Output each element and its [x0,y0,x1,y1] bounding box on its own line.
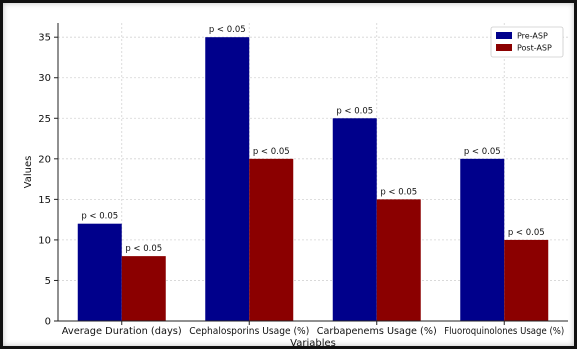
bar-annotation: p < 0.05 [253,147,290,157]
bars [77,37,549,322]
x-tick-label: Cephalosporins Usage (%) [189,326,309,337]
bar-pre-asp-3 [332,118,377,322]
legend: Pre-ASP Post-ASP [490,26,564,58]
y-tick-label: 20 [38,154,51,165]
bar-annotation: p < 0.05 [380,187,417,197]
y-tick-label: 25 [38,114,51,125]
y-axis-label: Values [23,156,34,189]
y-tick-label: 35 [38,33,51,44]
bar-post-asp-4 [504,239,549,321]
legend-label: Pre-ASP [517,32,548,41]
bar-post-asp-2 [249,158,294,321]
y-tick-label: 30 [38,73,51,84]
bar-annotation: p < 0.05 [508,228,545,238]
x-tick-label: Average Duration (days) [62,326,182,337]
axes: 0 5 10 15 20 25 30 35 Average Duration (days) Cep… [38,23,568,337]
bar-post-asp-1 [121,256,166,321]
bar-annotation: p < 0.05 [125,244,162,254]
bar-pre-asp-4 [460,158,505,321]
bar-annotation: p < 0.05 [81,212,118,222]
bar-annotation: p < 0.05 [464,147,501,157]
y-tick-label: 10 [38,235,51,246]
y-tick-label: 5 [45,276,51,287]
bar-annotation: p < 0.05 [209,25,246,35]
legend-swatch-post-asp [496,44,512,51]
x-tick-label: Carbapenems Usage (%) [317,326,437,337]
legend-swatch-pre-asp [496,32,512,39]
x-axis-label: Variables [290,338,336,349]
bar-annotation: p < 0.05 [336,106,373,116]
bar-pre-asp-1 [77,223,122,321]
y-tick-label: 15 [38,195,51,206]
bar-pre-asp-2 [205,37,250,321]
bar-annotations: p < 0.05 p < 0.05 p < 0.05 p < 0.05 p < 0.05… [81,25,544,254]
x-tick-label: Fluoroquinolones Usage (%) [444,326,564,337]
y-tick-label: 0 [45,317,51,328]
bar-post-asp-3 [376,199,421,321]
bar-chart: 0 5 10 15 20 25 30 35 Average Duration (days) Cep… [23,23,568,349]
legend-label: Post-ASP [517,44,552,53]
